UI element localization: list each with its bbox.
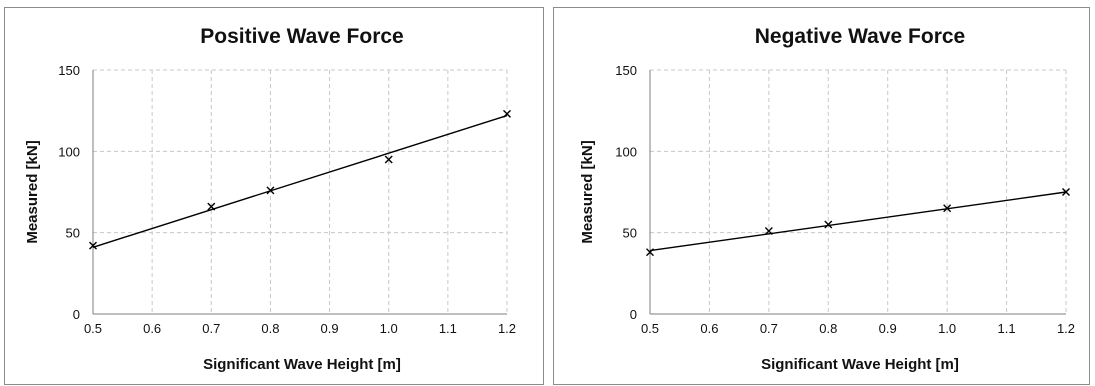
- x-tick-label: 0.6: [143, 321, 161, 336]
- x-tick-label: 1.1: [439, 321, 457, 336]
- x-tick-label: 0.7: [202, 321, 220, 336]
- x-tick-label: 1.2: [1057, 321, 1075, 336]
- data-point: [824, 220, 833, 229]
- x-tick-label: 1.2: [498, 321, 516, 336]
- x-tick-label: 0.7: [760, 321, 778, 336]
- data-point: [943, 204, 952, 213]
- y-tick-label: 50: [623, 226, 637, 241]
- y-tick-label: 150: [58, 63, 80, 78]
- y-axis-title: Measured [kN]: [24, 140, 41, 243]
- data-point: [764, 227, 773, 236]
- y-tick-label: 0: [630, 307, 637, 322]
- x-tick-label: 0.9: [879, 321, 897, 336]
- x-tick-label: 0.5: [84, 321, 102, 336]
- trendline: [649, 191, 1067, 252]
- chart-negative-wave-force: 0.5 0.6 0.7 0.8 0.9 1.0 1.1 1.2 0 50 100 150 Negativ…: [579, 25, 1075, 373]
- trendline: [92, 114, 508, 248]
- y-tick-label: 100: [615, 144, 637, 159]
- y-axis-title: Measured [kN]: [579, 140, 596, 243]
- x-axis-title: Significant Wave Height [m]: [761, 356, 959, 373]
- data-point: [266, 186, 275, 195]
- chart-positive-wave-force: 0.5 0.6 0.7 0.8 0.9 1.0 1.1 1.2 0 50 100 150 Positiv…: [24, 25, 516, 373]
- data-point: [89, 241, 97, 250]
- y-tick-label: 0: [73, 307, 80, 322]
- x-tick-label: 1.1: [998, 321, 1016, 336]
- data-point: [384, 155, 393, 164]
- x-axis-title: Significant Wave Height [m]: [203, 356, 401, 373]
- data-point: [503, 109, 511, 118]
- data-point: [207, 202, 216, 211]
- x-tick-label: 0.8: [261, 321, 279, 336]
- x-tick-label: 0.9: [321, 321, 339, 336]
- y-tick-label: 150: [615, 63, 637, 78]
- data-point: [1062, 188, 1070, 196]
- x-tick-label: 0.8: [819, 321, 837, 336]
- chart-title: Negative Wave Force: [755, 25, 965, 48]
- x-tick-label: 1.0: [380, 321, 398, 336]
- chart-panel-negative: 0.5 0.6 0.7 0.8 0.9 1.0 1.1 1.2 0 50 100 150 Negativ…: [553, 7, 1090, 385]
- x-tick-label: 0.6: [700, 321, 718, 336]
- y-tick-label: 100: [58, 144, 80, 159]
- y-tick-label: 50: [66, 226, 80, 241]
- x-tick-label: 0.5: [641, 321, 659, 336]
- x-tick-label: 1.0: [938, 321, 956, 336]
- chart-panel-positive: 0.5 0.6 0.7 0.8 0.9 1.0 1.1 1.2 0 50 100 150 Positiv…: [4, 7, 544, 385]
- data-point: [646, 248, 654, 257]
- chart-title: Positive Wave Force: [200, 25, 403, 48]
